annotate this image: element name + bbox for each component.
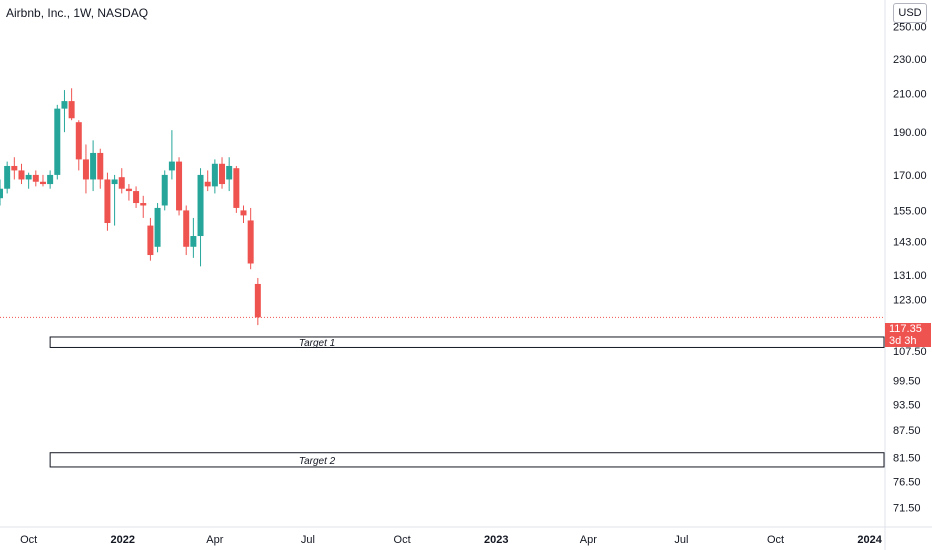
candle-body-14 xyxy=(97,152,104,180)
candle-body-24 xyxy=(168,161,175,171)
candle-body-35 xyxy=(247,220,254,264)
candle-body-33 xyxy=(233,168,240,208)
last-price-badge: 117.35 3d 3h xyxy=(885,323,931,347)
candle-body-4 xyxy=(25,174,32,180)
y-tick-label-13: 81.50 xyxy=(893,452,921,464)
candle-body-36 xyxy=(254,283,261,318)
x-tick-label-3: Jul xyxy=(301,534,315,546)
y-tick-label-1: 230.00 xyxy=(893,54,927,66)
x-tick-label-2: Apr xyxy=(206,534,223,546)
candle-body-2 xyxy=(11,165,18,171)
candle-body-5 xyxy=(32,174,39,182)
bar-countdown: 3d 3h xyxy=(889,335,917,347)
candle-body-10 xyxy=(68,101,75,119)
target-label-2: Target 2 xyxy=(299,456,336,467)
candle-body-3 xyxy=(18,170,25,180)
x-tick-label-7: Jul xyxy=(674,534,688,546)
y-tick-label-9: 107.50 xyxy=(893,346,927,358)
candle-body-13 xyxy=(90,152,97,180)
candle-body-34 xyxy=(240,210,247,216)
candle-body-29 xyxy=(204,181,211,187)
candle-body-27 xyxy=(190,236,197,247)
y-tick-label-7: 131.00 xyxy=(893,270,927,282)
chart-title: Airbnb, Inc., 1W, NASDAQ xyxy=(6,6,149,20)
y-tick-label-4: 170.00 xyxy=(893,170,927,182)
candle-body-22 xyxy=(154,207,161,247)
candle-body-20 xyxy=(140,203,147,206)
y-tick-label-11: 93.50 xyxy=(893,400,921,412)
target-box-1 xyxy=(49,336,885,348)
candle-body-6 xyxy=(39,181,46,185)
candle-body-17 xyxy=(118,177,125,189)
target-box-2 xyxy=(49,452,885,468)
candle-body-26 xyxy=(183,210,190,247)
y-tick-label-15: 71.50 xyxy=(893,503,921,515)
y-tick-label-12: 87.50 xyxy=(893,425,921,437)
y-tick-label-0: 250.00 xyxy=(893,22,927,34)
y-tick-label-2: 210.00 xyxy=(893,89,927,101)
currency-selector[interactable]: USD xyxy=(893,3,927,23)
y-tick-label-6: 143.00 xyxy=(893,236,927,248)
candle-body-23 xyxy=(161,174,168,206)
candle-body-1 xyxy=(4,165,11,189)
x-tick-label-8: Oct xyxy=(767,534,784,546)
target-label-1: Target 1 xyxy=(299,338,335,349)
x-tick-label-1: 2022 xyxy=(111,534,135,546)
x-tick-label-0: Oct xyxy=(20,534,37,546)
last-price-value: 117.35 xyxy=(889,323,922,335)
candle-body-0 xyxy=(0,188,3,199)
candle-body-19 xyxy=(133,191,140,204)
x-tick-label-4: Oct xyxy=(394,534,411,546)
candle-body-7 xyxy=(47,174,54,185)
x-tick-label-5: 2023 xyxy=(484,534,508,546)
candle-body-15 xyxy=(104,179,111,224)
y-tick-label-8: 123.00 xyxy=(893,294,927,306)
candle-body-28 xyxy=(197,174,204,237)
candle-body-31 xyxy=(219,163,226,185)
y-tick-label-14: 76.50 xyxy=(893,477,921,489)
candle-body-30 xyxy=(211,163,218,187)
candle-body-21 xyxy=(147,225,154,256)
candle-body-8 xyxy=(54,108,61,175)
candle-body-18 xyxy=(125,188,132,192)
x-tick-label-6: Apr xyxy=(580,534,597,546)
y-tick-label-3: 190.00 xyxy=(893,127,927,139)
y-tick-label-5: 155.00 xyxy=(893,205,927,217)
candle-body-11 xyxy=(75,122,82,160)
candle-body-9 xyxy=(61,101,68,109)
y-tick-label-10: 99.50 xyxy=(893,376,921,388)
candle-body-25 xyxy=(176,161,183,211)
candle-body-12 xyxy=(82,159,89,180)
candle-body-32 xyxy=(226,165,233,180)
candle-body-16 xyxy=(111,179,118,185)
x-tick-label-9: 2024 xyxy=(857,534,882,546)
